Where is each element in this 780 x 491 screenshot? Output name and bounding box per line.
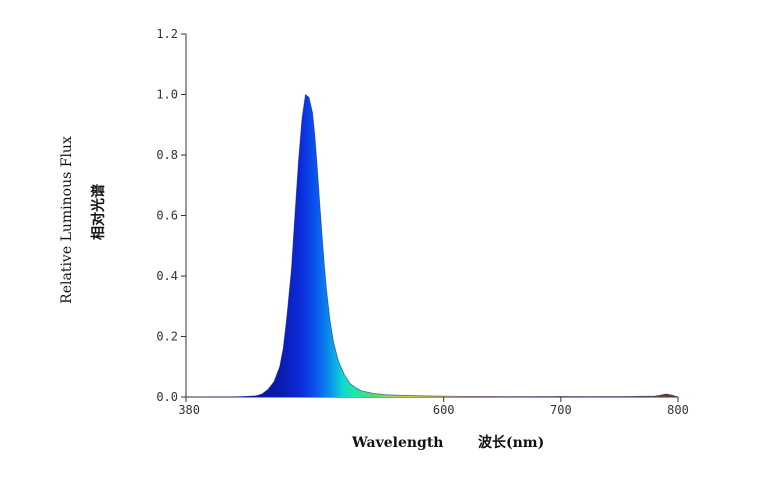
y-ticks: 0.0 0.2 0.4 0.6 0.8 1.0 1.2 [156, 27, 186, 404]
y-axis-title: Relative Luminous Flux [59, 136, 75, 304]
y-axis-title-cn: 相对光谱 [90, 184, 107, 240]
y-tick-label: 0.2 [156, 330, 178, 344]
x-axis: 380 600 700 800 [178, 396, 689, 417]
x-tick-label: 800 [667, 403, 689, 417]
spectrum-line [209, 93, 679, 398]
y-tick-label: 1.2 [156, 27, 178, 41]
y-tick-label: 0.0 [156, 390, 178, 404]
spectrum-area [209, 94, 678, 397]
y-tick-label: 0.8 [156, 148, 178, 162]
y-tick-label: 0.6 [156, 209, 178, 223]
y-tick-label: 0.4 [156, 269, 178, 283]
x-tick-label: 700 [550, 403, 572, 417]
y-axis: 0.0 0.2 0.4 0.6 0.8 1.0 1.2 [156, 27, 187, 404]
x-ticks: 380 600 700 800 [178, 397, 689, 417]
x-tick-label: 380 [178, 403, 200, 417]
x-tick-label: 600 [433, 403, 455, 417]
series-layer [209, 93, 679, 398]
x-axis-title: Wavelength [351, 435, 443, 451]
x-axis-title-cn: 波长(nm) [478, 434, 544, 451]
y-tick-label: 1.0 [156, 88, 178, 102]
